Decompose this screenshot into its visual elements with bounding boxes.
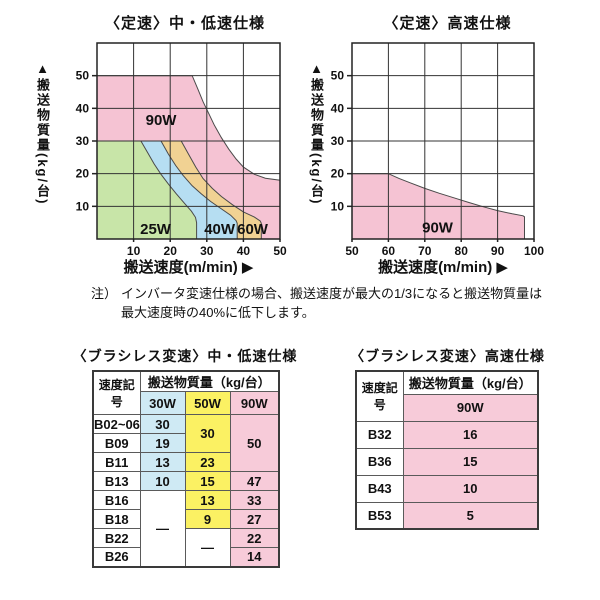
low-chart-x-axis-label: 搬送速度(m/min) ▶ bbox=[123, 259, 254, 276]
note-text: インバータ変速仕様の場合、搬送速度が最大の1/3になると搬送物質量は 最大速度時… bbox=[121, 285, 542, 323]
svg-text:60: 60 bbox=[382, 244, 396, 258]
table-row: B18 9 27 bbox=[92, 509, 280, 529]
low-speed-chart-title: 〈定速〉中・低速仕様 bbox=[104, 15, 265, 32]
inverter-note: 注） インバータ変速仕様の場合、搬送速度が最大の1/3になると搬送物質量は 最大… bbox=[91, 285, 571, 323]
svg-text:90W: 90W bbox=[422, 220, 454, 237]
capacity-cell-30w: 30 bbox=[139, 414, 186, 434]
speed-code-cell: B53 bbox=[355, 501, 404, 530]
table-row: B36 15 bbox=[355, 447, 539, 476]
watt-header-50w: 50W bbox=[184, 391, 231, 415]
brushless-low-speed-table: 速度記号 搬送物質量（kg/台） 30W 50W 90W B02~06 30 3… bbox=[92, 370, 281, 568]
table-row: B09 19 bbox=[92, 433, 279, 453]
low-speed-capacity-chart: 10 20 30 40 50 10 20 30 40 50 90W 25W 40W 60W bbox=[76, 42, 287, 258]
svg-text:40W: 40W bbox=[204, 221, 236, 238]
svg-text:50: 50 bbox=[76, 69, 90, 83]
capacity-cell-30w: 19 bbox=[139, 433, 186, 453]
table-row: B43 10 bbox=[355, 474, 539, 503]
capacity-cell-90w: 27 bbox=[229, 509, 280, 529]
svg-text:90W: 90W bbox=[146, 112, 178, 129]
svg-text:10: 10 bbox=[331, 199, 345, 213]
svg-text:10: 10 bbox=[127, 244, 141, 258]
svg-text:60W: 60W bbox=[237, 221, 269, 238]
table-row: B26 14 bbox=[92, 547, 280, 567]
svg-text:30: 30 bbox=[76, 134, 90, 148]
high-speed-chart-title: 〈定速〉高速仕様 bbox=[383, 15, 512, 32]
brushless-high-speed-table: 速度記号 搬送物質量（kg/台） 90W B32 16 B36 15 B43 1… bbox=[355, 370, 539, 530]
speed-code-cell: B43 bbox=[355, 474, 404, 503]
low-chart-y-axis-label: ▲搬送物質量(kg/台) bbox=[35, 61, 50, 206]
svg-text:10: 10 bbox=[76, 199, 90, 213]
capacity-cell-90w: 16 bbox=[402, 420, 539, 449]
capacity-group-header: 搬送物質量（kg/台） bbox=[139, 370, 280, 392]
speed-code-cell: B13 bbox=[92, 471, 141, 491]
table-row: B22 — 22 bbox=[92, 528, 280, 567]
capacity-cell-30w: 13 bbox=[139, 452, 186, 472]
watt-header-90w: 90W bbox=[402, 393, 539, 422]
table-row: B16 — 13 33 bbox=[92, 490, 280, 567]
speed-code-header: 速度記号 bbox=[92, 370, 141, 415]
speed-code-header: 速度記号 bbox=[355, 370, 404, 422]
svg-text:50: 50 bbox=[273, 244, 287, 258]
speed-code-cell: B26 bbox=[92, 547, 141, 567]
capacity-cell-90w: 14 bbox=[229, 547, 280, 567]
capacity-cell-90w: 15 bbox=[402, 447, 539, 476]
capacity-cell-50w: 30 bbox=[184, 414, 231, 453]
svg-text:40: 40 bbox=[76, 101, 90, 115]
capacity-cell-50w: 15 bbox=[184, 471, 231, 491]
table-row: B53 5 bbox=[355, 501, 539, 530]
svg-text:80: 80 bbox=[455, 244, 469, 258]
speed-code-cell: B18 bbox=[92, 509, 141, 529]
svg-text:70: 70 bbox=[418, 244, 432, 258]
svg-text:40: 40 bbox=[237, 244, 251, 258]
capacity-cell-50w-none: — bbox=[184, 528, 231, 567]
capacity-cell-30w: 10 bbox=[139, 471, 186, 491]
brushless-low-table-title: 〈ブラシレス変速〉中・低速仕様 bbox=[72, 348, 298, 364]
capacity-cell-90w: 10 bbox=[402, 474, 539, 503]
capacity-cell-90w: 50 bbox=[229, 414, 280, 472]
note-prefix: 注） bbox=[91, 286, 118, 301]
brushless-high-table-title: 〈ブラシレス変速〉高速仕様 bbox=[350, 348, 545, 364]
capacity-cell-90w: 33 bbox=[229, 490, 280, 510]
svg-text:100: 100 bbox=[524, 244, 544, 258]
speed-code-cell: B02~06 bbox=[92, 414, 141, 434]
table-row: B32 16 bbox=[355, 420, 539, 449]
speed-code-cell: B32 bbox=[355, 420, 404, 449]
capacity-cell-50w: 9 bbox=[184, 509, 231, 529]
note-line-1: インバータ変速仕様の場合、搬送速度が最大の1/3になると搬送物質量は bbox=[121, 286, 543, 301]
svg-text:20: 20 bbox=[76, 167, 90, 181]
speed-code-cell: B36 bbox=[355, 447, 404, 476]
svg-text:25W: 25W bbox=[140, 221, 172, 238]
watt-header-90w: 90W bbox=[229, 391, 280, 415]
speed-code-cell: B11 bbox=[92, 452, 141, 472]
speed-code-cell: B09 bbox=[92, 433, 141, 453]
svg-text:30: 30 bbox=[200, 244, 214, 258]
table-row: B13 10 15 47 bbox=[92, 471, 280, 491]
capacity-cell-90w: 22 bbox=[229, 528, 280, 548]
speed-code-cell: B16 bbox=[92, 490, 141, 510]
capacity-cell-30w-none: — bbox=[139, 490, 186, 567]
table-row: B02~06 30 30 50 bbox=[92, 414, 280, 472]
capacity-group-header: 搬送物質量（kg/台） bbox=[402, 370, 539, 395]
capacity-cell-90w: 47 bbox=[229, 471, 280, 491]
svg-text:50: 50 bbox=[345, 244, 359, 258]
capacity-cell-50w: 13 bbox=[184, 490, 231, 510]
svg-text:90: 90 bbox=[491, 244, 505, 258]
capacity-cell-90w: 5 bbox=[402, 501, 539, 530]
note-line-2: 最大速度時の40%に低下します。 bbox=[121, 304, 315, 320]
svg-text:20: 20 bbox=[164, 244, 178, 258]
watt-header-30w: 30W bbox=[139, 391, 186, 415]
table-row: B11 13 23 bbox=[92, 452, 279, 472]
high-speed-capacity-chart: 10 20 30 40 50 50 60 70 80 90 100 90W bbox=[331, 42, 544, 258]
svg-text:40: 40 bbox=[331, 101, 345, 115]
speed-code-cell: B22 bbox=[92, 528, 141, 548]
capacity-cell-50w: 23 bbox=[184, 452, 231, 472]
svg-text:30: 30 bbox=[331, 134, 345, 148]
svg-text:50: 50 bbox=[331, 69, 345, 83]
high-chart-x-axis-label: 搬送速度(m/min) ▶ bbox=[378, 259, 508, 276]
svg-text:20: 20 bbox=[331, 167, 345, 181]
high-chart-y-axis-label: ▲搬送物質量(kg/台) bbox=[309, 61, 324, 206]
